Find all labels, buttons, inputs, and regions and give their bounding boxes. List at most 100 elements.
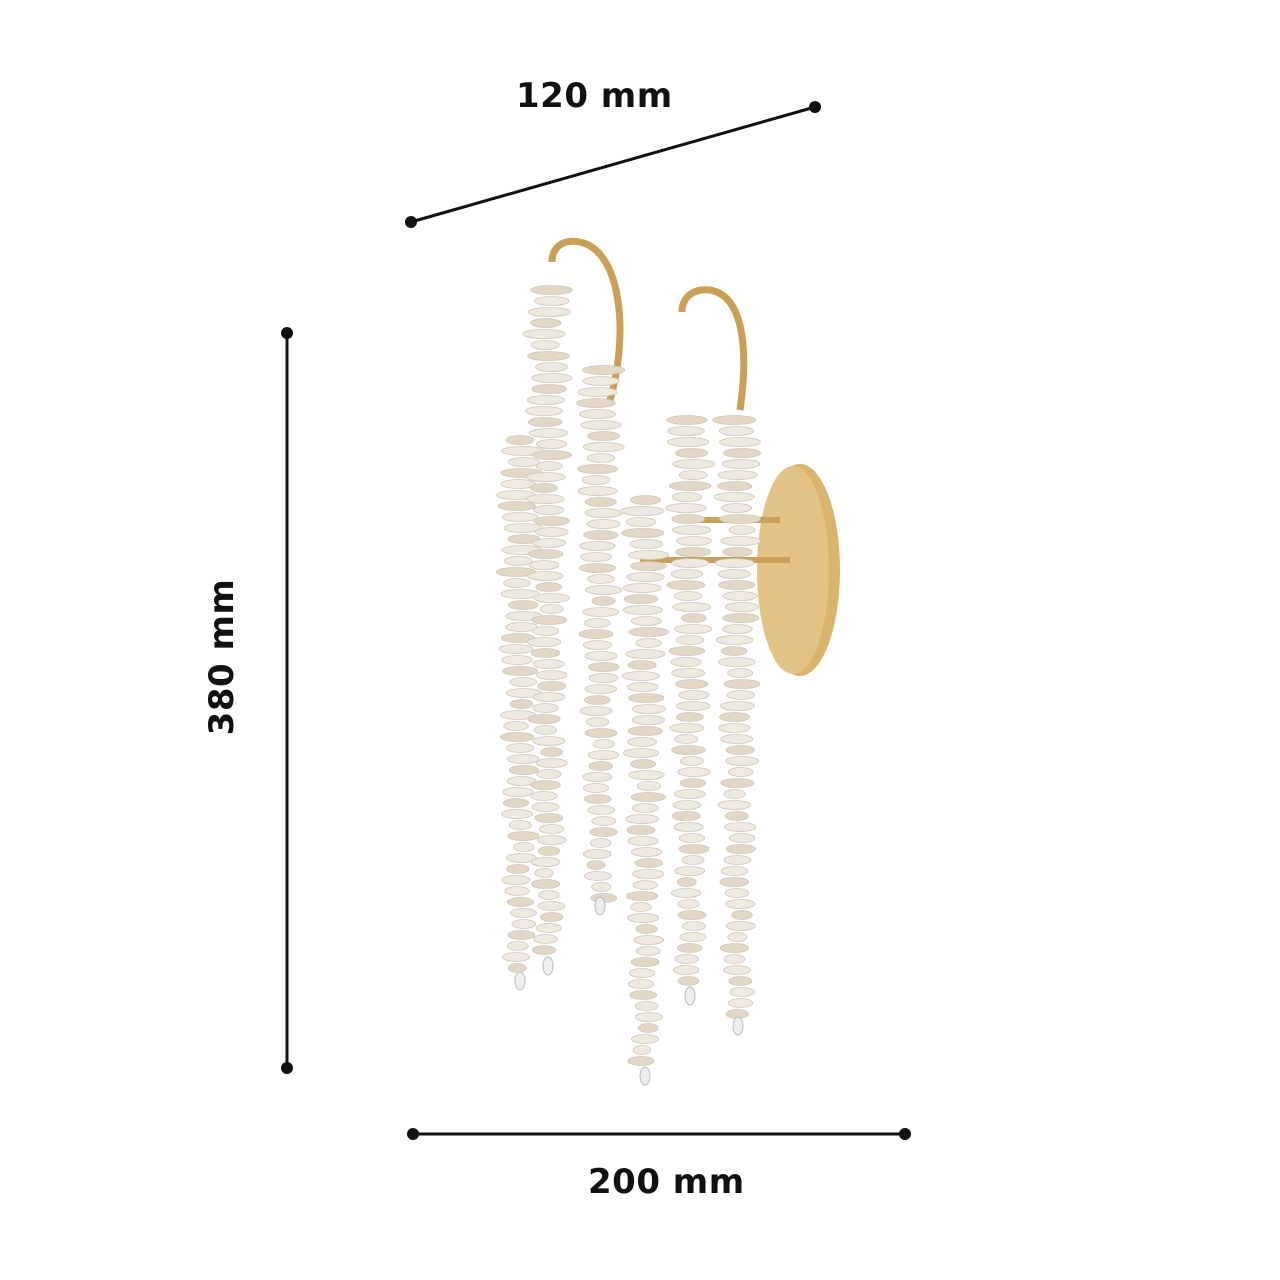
crystal-bead [717, 800, 751, 810]
crystal-bead [721, 459, 761, 469]
crystal-bead [528, 549, 564, 559]
crystal-bead [509, 677, 538, 687]
crystal-bead [530, 857, 561, 867]
crystal-bead [666, 580, 706, 590]
crystal-bead [674, 954, 699, 964]
crystal-bead [584, 728, 618, 738]
crystal-bead [674, 734, 699, 744]
crystal-bead [675, 701, 711, 711]
crystal-bead [584, 508, 623, 518]
crystal-bead [586, 860, 606, 870]
crystal-bead [729, 987, 755, 997]
crystal-bead [532, 703, 559, 713]
crystal-drop [594, 896, 606, 916]
crystal-bead [532, 945, 556, 955]
crystal-bead [722, 624, 753, 634]
crystal-bead [583, 871, 612, 881]
crystal-bead [629, 990, 657, 1000]
width-label: 200 mm [588, 1162, 745, 1202]
crystal-bead [622, 583, 662, 593]
crystal-bead [723, 965, 751, 975]
crystal-bead [635, 638, 662, 648]
crystal-bead [727, 668, 753, 678]
crystal-bead [722, 448, 761, 458]
crystal-bead [527, 714, 561, 724]
crystal-bead [536, 769, 562, 779]
crystal-bead [497, 501, 536, 511]
crystal-bead [530, 318, 562, 328]
crystal-bead [714, 558, 755, 568]
crystal-bead [628, 968, 656, 978]
crystal-bead [538, 824, 565, 834]
crystal-bead [507, 457, 541, 467]
width-endpoint-dot [899, 1128, 911, 1140]
crystal-bead [627, 682, 659, 692]
crystal-bead [630, 902, 652, 912]
crystal-bead [631, 704, 666, 714]
crystal-drop [514, 971, 526, 991]
crystal-strand [712, 415, 762, 1036]
depth-label: 120 mm [516, 76, 673, 116]
crystal-bead [627, 836, 659, 846]
crystal-bead [533, 934, 558, 944]
crystal-bead [536, 681, 567, 691]
crystal-bead [622, 605, 663, 615]
crystal-bead [579, 409, 616, 419]
crystal-bead [532, 692, 566, 702]
crystal-bead [681, 855, 705, 865]
crystal-bead [628, 693, 665, 703]
crystal-bead [587, 750, 620, 760]
crystal-bead [669, 723, 705, 733]
crystal-bead [582, 376, 620, 386]
height-label: 380 mm [202, 578, 242, 736]
crystal-bead [676, 877, 697, 887]
crystal-bead [631, 803, 659, 813]
crystal-bead [672, 800, 701, 810]
crystal-strand [665, 415, 716, 1006]
crystal-bead [634, 858, 663, 868]
crystal-bead [501, 655, 533, 665]
crystal-bead [673, 822, 704, 832]
crystal-bead [635, 924, 658, 934]
crystal-strand [620, 495, 670, 1086]
crystal-bead [626, 572, 665, 582]
crystal-bead [522, 329, 566, 339]
crystal-bead [507, 963, 527, 973]
crystal-bead [582, 849, 612, 859]
crystal-bead [577, 486, 618, 496]
crystal-bead [535, 461, 563, 471]
crystal-bead [530, 648, 561, 658]
crystal-bead [587, 574, 615, 584]
crystal-bead [532, 538, 567, 548]
crystal-bead [672, 965, 700, 975]
crystal-bead [587, 805, 616, 815]
crystal-bead [584, 695, 611, 705]
crystal-bead [527, 307, 572, 317]
crystal-bead [712, 415, 757, 425]
crystal-bead [533, 516, 570, 526]
crystal-bead [627, 913, 660, 923]
crystal-bead [506, 743, 535, 753]
crystal-bead [719, 943, 750, 953]
crystal-bead [621, 528, 665, 538]
crystal-bead [668, 481, 712, 491]
crystal-bead [723, 679, 761, 689]
crystal-bead [674, 789, 706, 799]
crystal-bead [629, 539, 664, 549]
crystal-bead [537, 901, 566, 911]
depth-endpoint-dot [809, 101, 821, 113]
crystal-bead [582, 442, 625, 452]
crystal-bead [504, 886, 530, 896]
crystal-bead [666, 437, 710, 447]
crystal-bead [627, 737, 657, 747]
crystal-bead [634, 1001, 659, 1011]
crystal-bead [581, 475, 611, 485]
crystal-bead [724, 822, 757, 832]
crystal-bead [508, 600, 539, 610]
crystal-bead [531, 373, 573, 383]
crystal-bead [672, 525, 712, 535]
crystal-bead [531, 384, 568, 394]
crystal-bead [679, 932, 707, 942]
crystal-bead [720, 701, 755, 711]
